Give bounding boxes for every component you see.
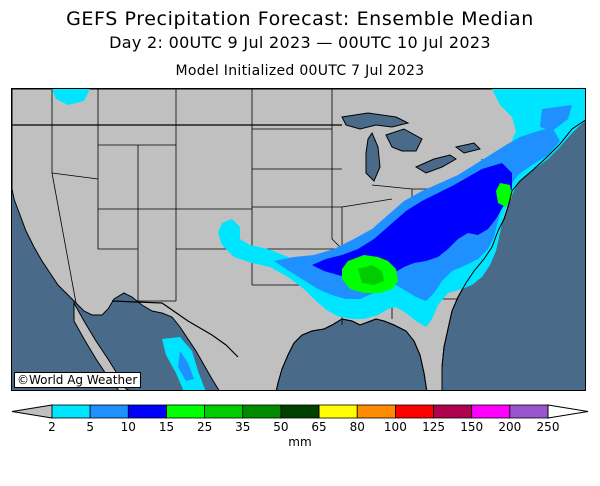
colorbar-tick-label: 10 — [120, 420, 136, 434]
colorbar-tick-label: 15 — [158, 420, 175, 434]
colorbar-tick-label: 125 — [422, 420, 445, 434]
forecast-period: Day 2: 00UTC 9 Jul 2023 — 00UTC 10 Jul 2… — [109, 33, 491, 52]
colorbar-tick-label: 250 — [536, 420, 560, 434]
colorbar-tick-label: 65 — [311, 420, 327, 434]
colorbar-tick-label: 50 — [273, 420, 289, 434]
precip-10-15mm — [312, 163, 512, 279]
precip-25-35mm — [358, 265, 384, 285]
colorbar-swatch — [127, 404, 167, 419]
colorbar-swatch — [166, 404, 206, 419]
colorbar — [11, 404, 589, 419]
precipitation-map: ©World Ag Weather — [11, 88, 586, 391]
colorbar-swatch — [204, 404, 244, 419]
land-baja — [73, 301, 131, 390]
map-title: GEFS Precipitation Forecast: Ensemble Me… — [66, 8, 534, 30]
colorbar-tick-label: 150 — [460, 420, 484, 434]
great-lakes — [341, 112, 481, 182]
colorbar-under — [11, 404, 53, 419]
colorbar-tick-label: 35 — [235, 420, 251, 434]
colorbar-tick-label: 2 — [48, 420, 56, 434]
model-init-time: Model Initialized 00UTC 7 Jul 2023 — [175, 63, 425, 79]
national-borders — [12, 124, 342, 358]
colorbar-swatch — [471, 404, 511, 419]
colorbar-swatch — [280, 404, 320, 419]
colorbar-swatch — [356, 404, 396, 419]
colorbar-swatch — [242, 404, 282, 419]
colorbar-over — [547, 404, 589, 419]
colorbar-swatch — [509, 404, 549, 419]
colorbar-tick-label: 25 — [196, 420, 213, 434]
coastline — [275, 119, 585, 390]
colorbar-swatch — [433, 404, 473, 419]
colorbar-tick-label: 5 — [86, 420, 94, 434]
colorbar-swatch — [51, 404, 91, 419]
colorbar-swatch — [318, 404, 358, 419]
colorbar-tick-label: 80 — [349, 420, 365, 434]
colorbar-unit: mm — [288, 435, 312, 449]
colorbar-tick-label: 100 — [383, 420, 407, 434]
colorbar-swatch — [394, 404, 434, 419]
credit-label: ©World Ag Weather — [14, 372, 142, 388]
colorbar-swatch — [89, 404, 129, 419]
colorbar-tick-label: 200 — [498, 420, 522, 434]
